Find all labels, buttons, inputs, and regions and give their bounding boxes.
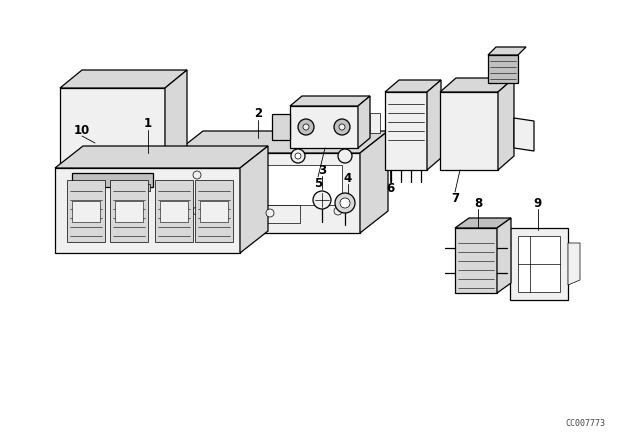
- Circle shape: [298, 119, 314, 135]
- Polygon shape: [488, 47, 526, 55]
- Polygon shape: [72, 173, 153, 187]
- Polygon shape: [72, 201, 100, 222]
- Polygon shape: [155, 180, 193, 242]
- Text: 1: 1: [144, 116, 152, 129]
- Polygon shape: [110, 180, 148, 242]
- Circle shape: [338, 149, 352, 163]
- Circle shape: [266, 209, 274, 217]
- Circle shape: [313, 191, 331, 209]
- Circle shape: [193, 207, 201, 215]
- Polygon shape: [193, 165, 342, 205]
- Polygon shape: [440, 78, 514, 92]
- Polygon shape: [370, 113, 380, 133]
- Polygon shape: [290, 96, 370, 106]
- Text: 8: 8: [474, 197, 482, 210]
- Circle shape: [335, 193, 355, 213]
- Polygon shape: [165, 70, 187, 173]
- Polygon shape: [427, 80, 441, 170]
- Text: 4: 4: [344, 172, 352, 185]
- Polygon shape: [497, 218, 511, 293]
- Polygon shape: [290, 106, 358, 148]
- Polygon shape: [514, 118, 534, 151]
- Text: 6: 6: [386, 181, 394, 194]
- Circle shape: [193, 171, 201, 179]
- Circle shape: [303, 124, 309, 130]
- Circle shape: [291, 149, 305, 163]
- Polygon shape: [498, 78, 514, 170]
- Polygon shape: [55, 168, 240, 253]
- Polygon shape: [272, 114, 290, 140]
- Polygon shape: [60, 88, 165, 173]
- Circle shape: [295, 153, 301, 159]
- Text: 10: 10: [74, 124, 90, 137]
- Polygon shape: [55, 146, 268, 168]
- Circle shape: [339, 124, 345, 130]
- Polygon shape: [360, 131, 388, 233]
- Text: 5: 5: [314, 177, 322, 190]
- Polygon shape: [115, 201, 143, 222]
- Text: 3: 3: [318, 164, 326, 177]
- Circle shape: [340, 198, 350, 208]
- Text: 2: 2: [254, 107, 262, 120]
- Circle shape: [334, 207, 342, 215]
- Polygon shape: [160, 201, 188, 222]
- Polygon shape: [455, 228, 497, 293]
- Text: CC007773: CC007773: [565, 419, 605, 428]
- Polygon shape: [130, 184, 150, 191]
- Polygon shape: [200, 201, 228, 222]
- Polygon shape: [440, 92, 498, 170]
- Polygon shape: [385, 92, 427, 170]
- Polygon shape: [75, 184, 95, 191]
- Polygon shape: [510, 228, 568, 300]
- Polygon shape: [518, 236, 560, 292]
- Polygon shape: [385, 80, 441, 92]
- Polygon shape: [358, 96, 370, 148]
- Polygon shape: [60, 70, 187, 88]
- Text: 9: 9: [534, 197, 542, 210]
- Polygon shape: [455, 218, 511, 228]
- Polygon shape: [67, 180, 105, 242]
- Polygon shape: [240, 146, 268, 253]
- Polygon shape: [235, 205, 300, 223]
- Text: 7: 7: [451, 191, 459, 204]
- Polygon shape: [195, 180, 233, 242]
- Polygon shape: [488, 55, 518, 83]
- Circle shape: [334, 119, 350, 135]
- Polygon shape: [568, 243, 580, 285]
- Polygon shape: [175, 153, 360, 233]
- Polygon shape: [175, 131, 388, 153]
